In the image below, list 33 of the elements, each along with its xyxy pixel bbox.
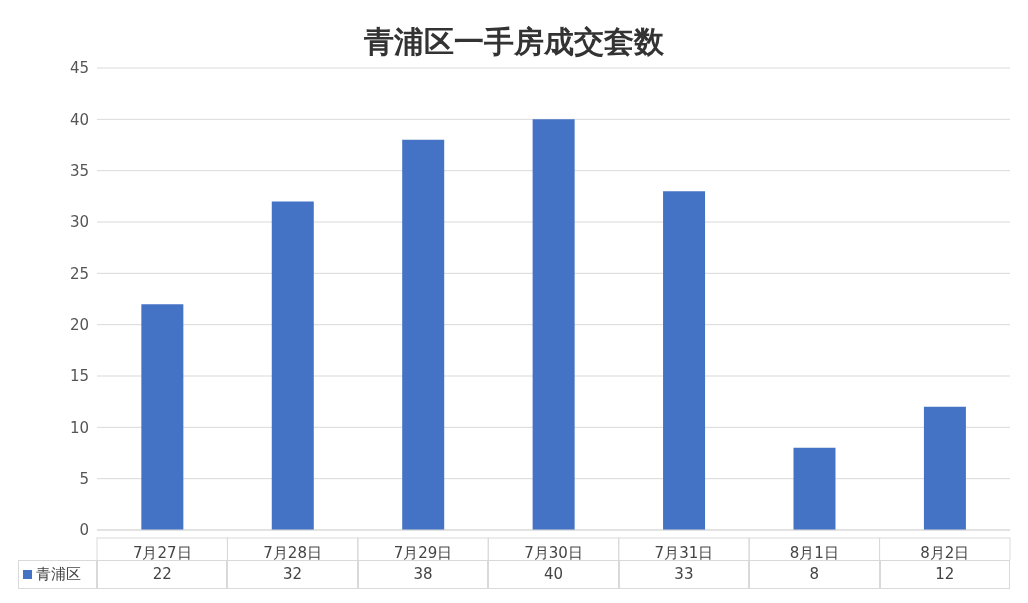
data-label: 12	[935, 565, 955, 583]
x-tick-label: 8月2日	[920, 544, 970, 562]
bar	[663, 191, 706, 530]
y-tick-label: 45	[69, 59, 89, 78]
data-label: 38	[413, 565, 433, 583]
bar	[402, 139, 445, 530]
y-tick-label: 20	[69, 315, 89, 334]
bar	[923, 406, 966, 530]
bar	[271, 201, 314, 530]
data-label: 22	[152, 565, 172, 583]
chart-title: 青浦区一手房成交套数	[364, 24, 664, 59]
data-label: 8	[809, 565, 820, 583]
data-label: 40	[543, 565, 564, 583]
y-tick-label: 0	[79, 521, 89, 540]
x-tick-label: 7月30日	[524, 544, 583, 562]
y-tick-label: 15	[69, 367, 89, 386]
x-tick-label: 7月29日	[393, 544, 453, 562]
data-label: 32	[283, 565, 303, 583]
y-tick-label: 10	[69, 418, 89, 437]
bar	[793, 447, 836, 530]
bar	[532, 119, 575, 530]
y-tick-label: 35	[69, 161, 89, 180]
y-tick-label: 40	[69, 110, 89, 129]
data-label: 33	[674, 565, 694, 583]
x-tick-label: 7月31日	[654, 544, 714, 562]
y-tick-label: 25	[69, 264, 89, 283]
legend-label: 青浦区	[36, 565, 81, 584]
x-tick-label: 7月27日	[132, 544, 192, 562]
x-tick-label: 7月28日	[263, 544, 322, 562]
y-tick-label: 30	[69, 213, 89, 232]
y-tick-label: 5	[79, 469, 89, 488]
x-tick-label: 8月1日	[789, 544, 839, 562]
bar	[141, 304, 184, 530]
